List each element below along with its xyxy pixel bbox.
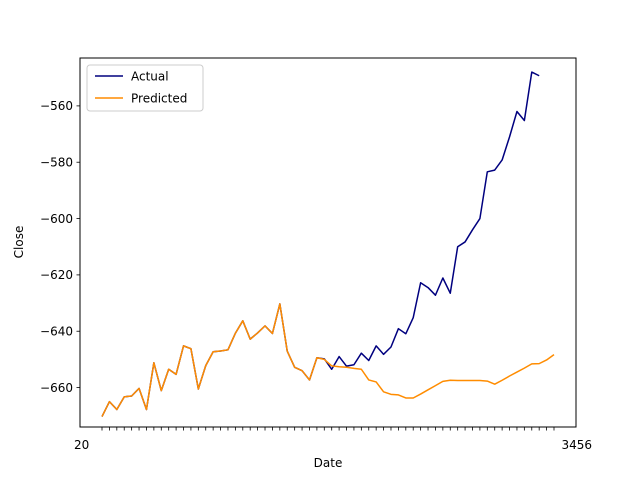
y-tick-label: −660 bbox=[40, 381, 73, 395]
axes-frame bbox=[79, 57, 577, 428]
y-tick-label: −560 bbox=[40, 99, 73, 113]
plot-area bbox=[79, 57, 577, 428]
y-tick-label: −600 bbox=[40, 212, 73, 226]
y-axis-label: Close bbox=[12, 226, 26, 259]
x-axis-label: Date bbox=[314, 456, 343, 470]
y-tick-label: −580 bbox=[40, 156, 73, 170]
y-tick-label: −620 bbox=[40, 268, 73, 282]
series-layer bbox=[101, 71, 555, 417]
x-tick-label-first: 20 bbox=[74, 438, 89, 452]
legend-label-actual: Actual bbox=[131, 70, 169, 84]
y-axis: −660 −640 −620 −600 −580 −560 bbox=[40, 99, 80, 395]
series-line-predicted bbox=[101, 303, 555, 417]
x-tick-label-last: 3456 bbox=[561, 438, 592, 452]
y-tick-label: −640 bbox=[40, 325, 73, 339]
legend: Actual Predicted bbox=[86, 64, 204, 112]
x-axis: 20 3456 bbox=[74, 427, 592, 452]
legend-label-predicted: Predicted bbox=[131, 92, 187, 106]
